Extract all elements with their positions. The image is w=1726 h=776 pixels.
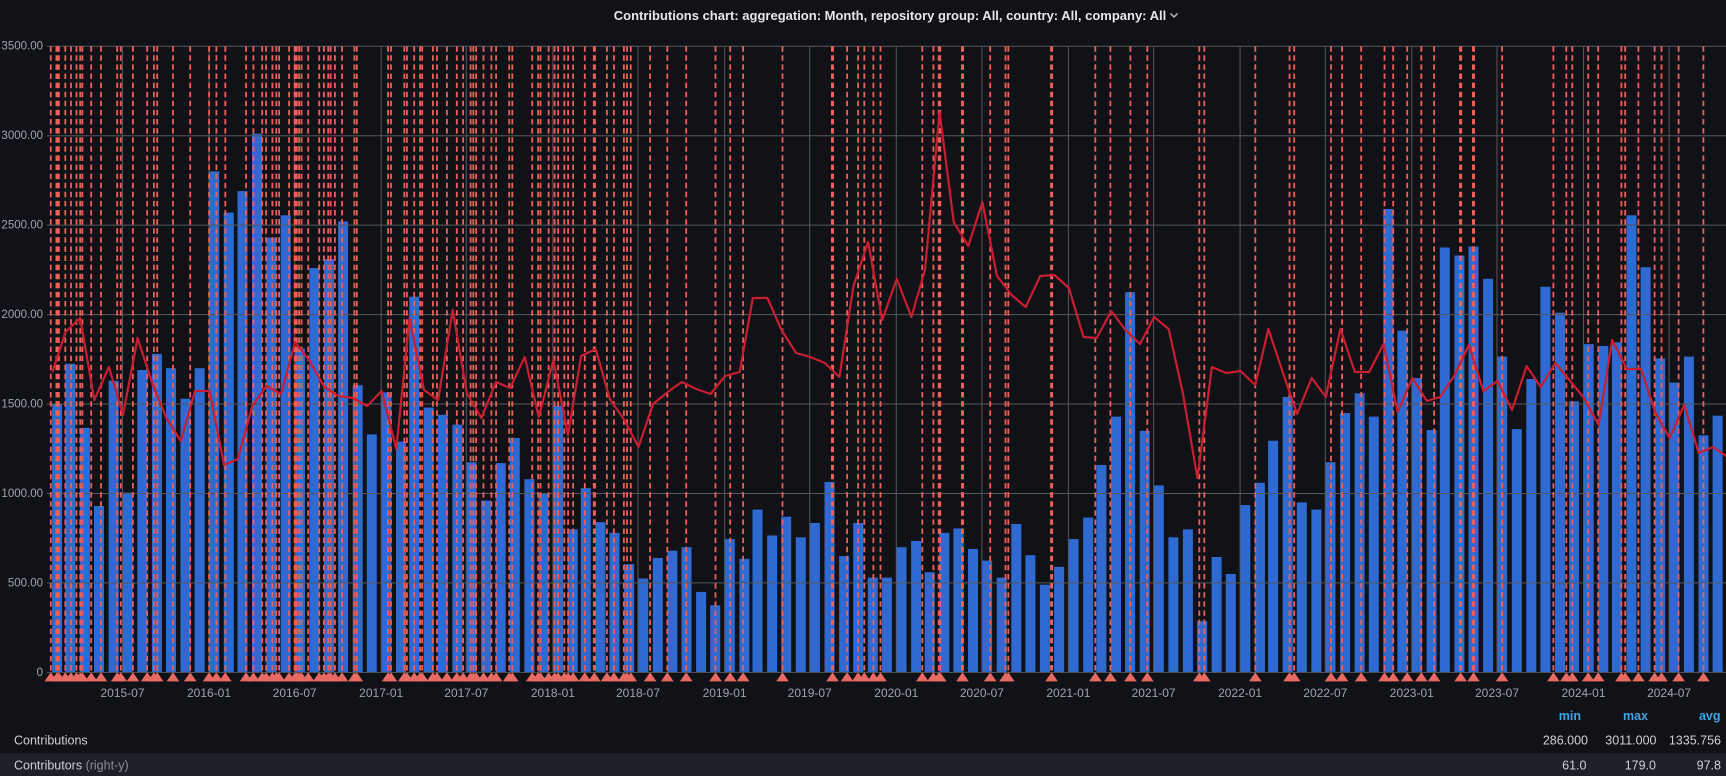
svg-text:2022-01: 2022-01 — [1218, 686, 1262, 700]
svg-text:2016-07: 2016-07 — [273, 686, 317, 700]
svg-text:97.8: 97.8 — [1697, 759, 1721, 773]
svg-text:286.000: 286.000 — [1543, 734, 1588, 748]
svg-text:2015-07: 2015-07 — [100, 686, 144, 700]
svg-text:2500.00: 2500.00 — [1, 220, 43, 232]
svg-text:max: max — [1623, 709, 1648, 723]
svg-text:3000.00: 3000.00 — [1, 130, 43, 142]
svg-text:1500.00: 1500.00 — [1, 399, 43, 411]
svg-text:179.0: 179.0 — [1625, 759, 1656, 773]
svg-text:2019-07: 2019-07 — [788, 686, 832, 700]
svg-text:avg: avg — [1699, 709, 1721, 723]
svg-text:2019-01: 2019-01 — [703, 686, 747, 700]
svg-text:2020-01: 2020-01 — [874, 686, 918, 700]
svg-text:2018-01: 2018-01 — [531, 686, 575, 700]
svg-text:1335.756: 1335.756 — [1669, 734, 1721, 748]
svg-text:2024-01: 2024-01 — [1561, 686, 1605, 700]
svg-text:2017-01: 2017-01 — [359, 686, 403, 700]
svg-text:2022-07: 2022-07 — [1303, 686, 1347, 700]
svg-text:2016-01: 2016-01 — [187, 686, 231, 700]
svg-text:Contributors (right-y): Contributors (right-y) — [14, 759, 129, 773]
svg-text:2017-07: 2017-07 — [444, 686, 488, 700]
svg-text:2020-07: 2020-07 — [960, 686, 1004, 700]
svg-text:61.0: 61.0 — [1562, 759, 1586, 773]
svg-text:0: 0 — [37, 667, 43, 679]
svg-text:min: min — [1559, 709, 1581, 723]
svg-text:Contributions: Contributions — [14, 734, 88, 748]
svg-text:2023-07: 2023-07 — [1475, 686, 1519, 700]
svg-text:3011.000: 3011.000 — [1605, 734, 1656, 748]
svg-text:3500.00: 3500.00 — [1, 41, 43, 53]
svg-text:2018-07: 2018-07 — [616, 686, 660, 700]
svg-text:2000.00: 2000.00 — [1, 309, 43, 321]
svg-text:2024-07: 2024-07 — [1647, 686, 1691, 700]
svg-text:1000.00: 1000.00 — [1, 488, 43, 500]
svg-text:500.00: 500.00 — [8, 577, 43, 589]
svg-text:2023-01: 2023-01 — [1390, 686, 1434, 700]
svg-text:Contributions chart: aggregati: Contributions chart: aggregation: Month,… — [614, 8, 1167, 23]
svg-text:2021-07: 2021-07 — [1132, 686, 1176, 700]
svg-text:2021-01: 2021-01 — [1046, 686, 1090, 700]
